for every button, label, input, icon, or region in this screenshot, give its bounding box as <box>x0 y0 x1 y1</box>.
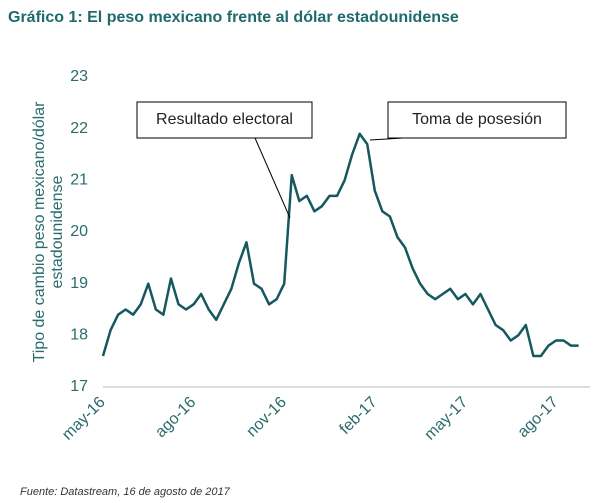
y-tick-label: 20 <box>70 223 88 240</box>
x-tick-label: ago-16 <box>152 394 199 441</box>
source: Fuente: Datastream, 16 de agosto de 2017 <box>20 486 231 498</box>
x-tick-label: ago-17 <box>515 394 562 441</box>
y-axis-label: Tipo de cambio peso mexicano/dólar <box>31 101 48 363</box>
x-tick-label: nov-16 <box>243 394 290 441</box>
annotation-leader <box>254 137 291 219</box>
annotation-box <box>387 101 567 139</box>
y-tick-label: 21 <box>70 172 88 189</box>
x-tick-label: may-17 <box>421 394 471 444</box>
y-tick-label: 23 <box>70 68 88 85</box>
x-tick-label: may-16 <box>59 394 109 444</box>
y-tick-label: 18 <box>70 327 88 344</box>
y-tick-label: 22 <box>70 120 88 137</box>
y-tick-label: 17 <box>70 378 88 395</box>
annotation-text: Resultado electoral <box>156 111 293 128</box>
annotation-text: Toma de posesión <box>412 111 542 128</box>
y-axis-label: estadounidense <box>49 175 66 288</box>
chart-title: Gráfico 1: El peso mexicano frente al dó… <box>8 9 459 26</box>
annotation-box <box>136 101 313 139</box>
x-tick-label: feb-17 <box>337 394 381 438</box>
line <box>101 132 579 358</box>
y-tick-label: 19 <box>70 275 88 292</box>
